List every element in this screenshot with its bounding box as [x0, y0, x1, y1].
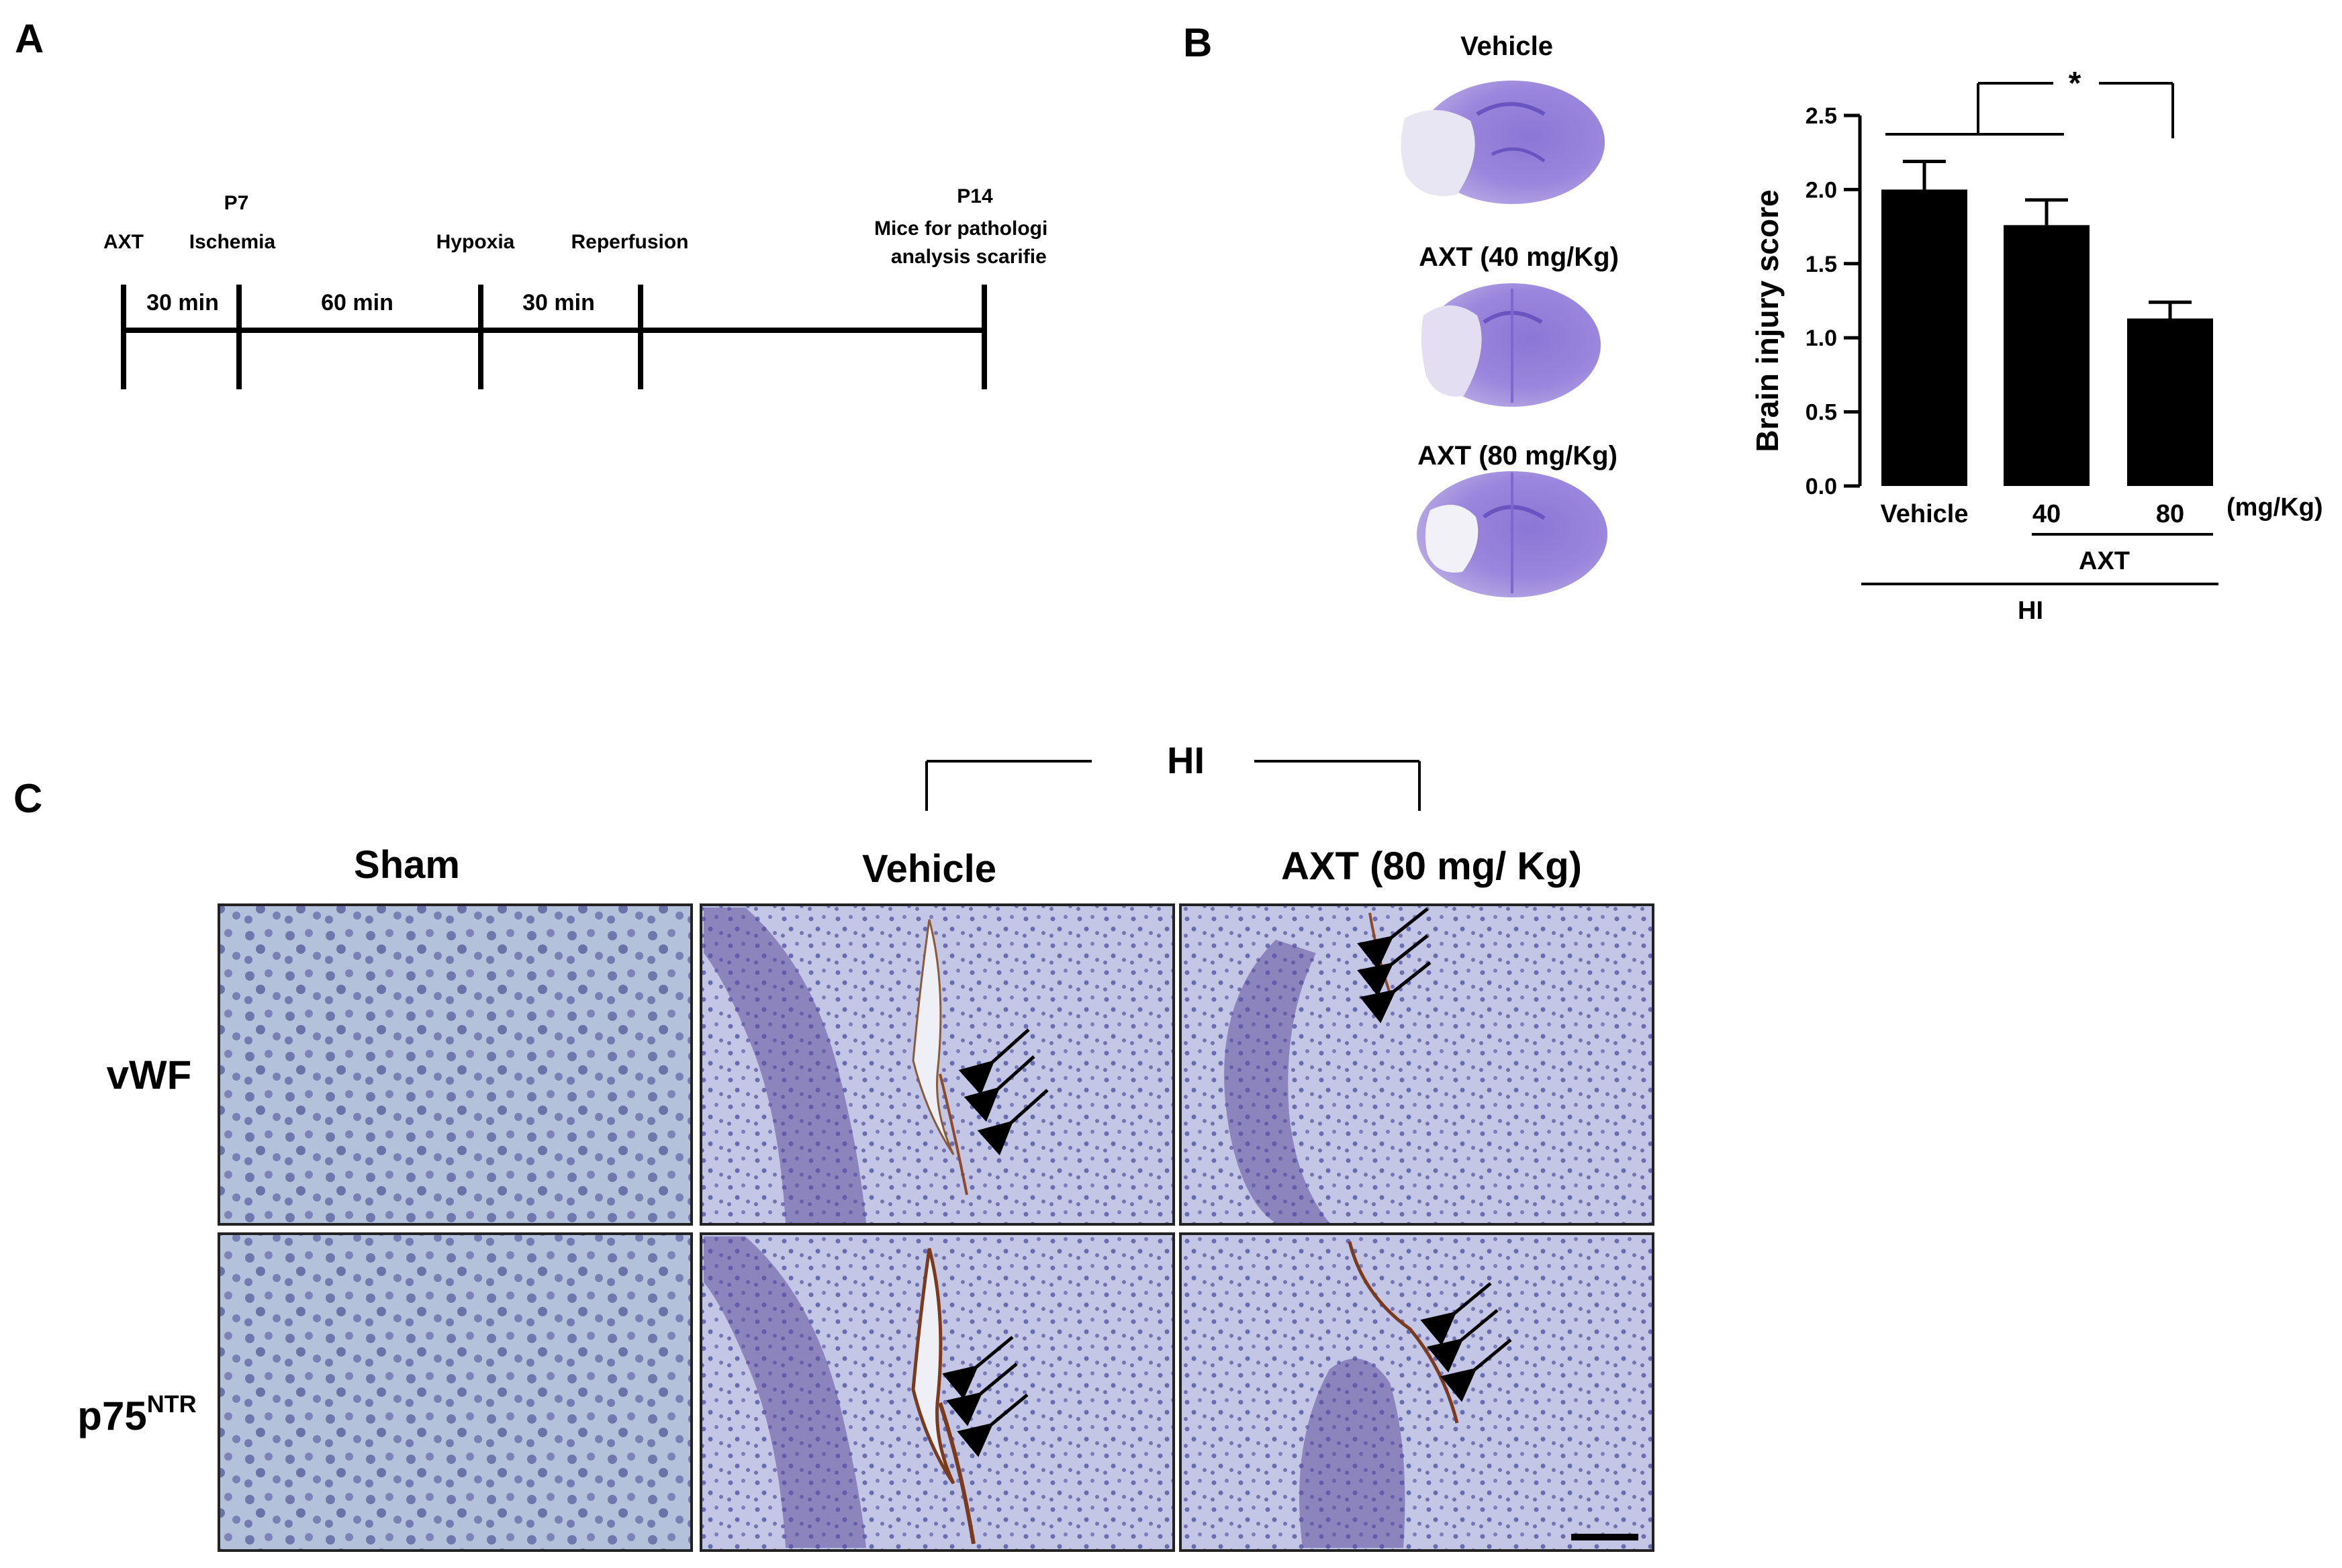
timeline-label-hypoxia: Hypoxia — [436, 231, 515, 253]
bar — [2127, 318, 2213, 486]
micrograph-vwf-sham — [218, 903, 693, 1226]
significance-star: * — [2069, 66, 2081, 101]
arrow-icon — [958, 1028, 1030, 1095]
y-axis-label: Brain injury score — [1750, 189, 1785, 452]
x-axis-labels: Vehicle 40 80 — [1881, 500, 2185, 528]
micrograph-p75-axt80 — [1179, 1232, 1654, 1552]
timeline-label-p7: P7 — [224, 192, 249, 214]
arrow-icon — [1357, 908, 1429, 970]
y-tick-label: 2.5 — [1806, 103, 1837, 129]
y-tick-label: 1.0 — [1806, 326, 1837, 351]
arrow-icon — [957, 1393, 1029, 1457]
interval-label-2: 60 min — [321, 290, 393, 315]
y-axis-ticks: 0.0 0.5 1.0 1.5 2.0 2.5 — [1806, 103, 1860, 499]
timeline-label-p14: P14 — [957, 185, 993, 207]
significance-bracket — [1885, 82, 2174, 138]
bars — [1881, 159, 2213, 486]
timeline-label-reperfusion: Reperfusion — [571, 231, 688, 253]
brain-section-axt40 — [1421, 283, 1601, 407]
section-label-axt80: AXT (80 mg/Kg) — [1417, 441, 1618, 471]
y-tick-label: 0.5 — [1806, 400, 1837, 426]
unit-label: (mg/Kg) — [2227, 493, 2323, 522]
row-label-p75-superscript: NTR — [147, 1390, 197, 1418]
timeline-label-ischemia: Ischemia — [189, 231, 276, 253]
panel-c-label: C — [13, 776, 42, 821]
x-tick-label: 40 — [2032, 500, 2061, 528]
panel-b-label: B — [1183, 20, 1212, 65]
arrow-icon — [977, 1089, 1049, 1156]
micrograph-vwf-axt80 — [1179, 903, 1654, 1226]
arrow-icon — [1420, 1282, 1492, 1346]
hi-bracket-label: HI — [1167, 739, 1205, 781]
brain-section-vehicle — [1401, 81, 1605, 204]
panel-a: A AXT P7 Ischemia Hypoxia Reperfusion P1… — [15, 16, 1047, 389]
y-tick-label: 2.0 — [1806, 177, 1837, 203]
brain-section-axt80 — [1417, 471, 1607, 597]
timeline-label-p14-line1: Mice for pathological — [874, 217, 1047, 240]
column-header-sham: Sham — [354, 843, 460, 887]
arrow-icon — [964, 1055, 1035, 1122]
arrow-icon — [946, 1363, 1018, 1426]
y-tick-label: 1.5 — [1806, 252, 1837, 277]
arrow-icon — [1360, 961, 1432, 1024]
section-label-vehicle: Vehicle — [1460, 32, 1553, 61]
x-tick-label: 80 — [2156, 500, 2184, 528]
arrow-icon — [1357, 934, 1429, 997]
interval-label-1: 30 min — [146, 290, 219, 315]
section-label-axt40: AXT (40 mg/Kg) — [1419, 242, 1619, 272]
timeline-label-p14-line2: analysis scarified — [891, 246, 1047, 268]
hi-bracket — [925, 760, 1421, 811]
panel-a-label: A — [15, 16, 44, 61]
bar — [2004, 225, 2090, 486]
row-label-p75: p75NTR — [77, 1390, 196, 1438]
micrograph-p75-vehicle — [700, 1232, 1175, 1552]
timeline-label-axt: AXT — [103, 231, 144, 253]
x-tick-label: Vehicle — [1881, 500, 1969, 528]
micrograph-p75-sham — [218, 1232, 693, 1552]
arrow-icon — [1427, 1309, 1499, 1373]
interval-label-3: 30 min — [522, 290, 595, 315]
panel-b: B Vehicle AXT (40 mg/Kg) AXT (80 mg/Kg) … — [1183, 20, 2323, 625]
row-label-p75-main: p75 — [77, 1393, 146, 1438]
bar-chart: Brain injury score 0.0 0.5 1.0 1.5 2.0 2.5 Ve… — [1750, 66, 2323, 625]
y-tick-label: 0.0 — [1806, 474, 1837, 499]
timeline — [121, 285, 987, 389]
bar — [1881, 189, 1967, 486]
column-header-axt80: AXT (80 mg/ Kg) — [1281, 844, 1582, 888]
micrograph-vwf-vehicle — [700, 903, 1175, 1226]
column-header-vehicle: Vehicle — [862, 847, 996, 891]
hi-group-label: HI — [2018, 597, 2043, 625]
arrow-icon — [942, 1336, 1014, 1400]
arrow-icon — [1440, 1338, 1512, 1402]
panel-c: C HI Sham Vehicle AXT (80 mg/ Kg) vWF p7… — [13, 739, 1654, 1552]
row-label-vwf: vWF — [107, 1052, 192, 1097]
axt-group-label: AXT — [2079, 547, 2130, 575]
